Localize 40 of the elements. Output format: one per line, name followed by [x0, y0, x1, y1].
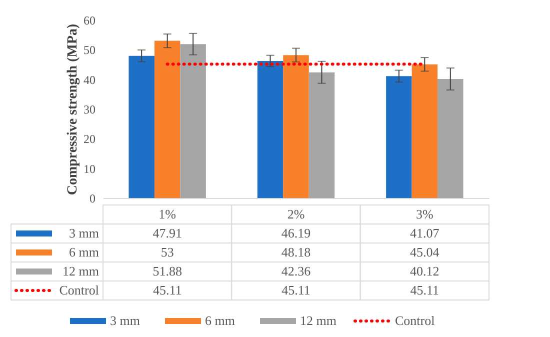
bar — [308, 72, 335, 198]
x-tick-label: 3% — [416, 206, 434, 222]
data-label: 40.12 — [410, 264, 440, 278]
text: 3 mm — [110, 313, 140, 328]
text: 6 mm — [205, 313, 235, 328]
y-axis-title: Compressive strength (MPa) — [66, 23, 80, 196]
bar — [154, 40, 180, 198]
bar — [180, 44, 206, 198]
bar — [128, 56, 154, 198]
text: Control — [395, 313, 435, 328]
y-tick-label: 20 — [84, 132, 96, 146]
y-tick-label: 10 — [84, 162, 96, 176]
data-label: 41.07 — [410, 226, 440, 240]
legend-label: 6 mm — [69, 244, 99, 260]
y-tick-label: 0 — [90, 192, 96, 206]
x-tick-label: 1% — [158, 206, 176, 222]
data-label: 53 — [160, 244, 174, 260]
bar — [438, 78, 464, 198]
data-label: 45.11 — [282, 282, 310, 298]
legend-label: Control — [59, 282, 100, 298]
bar — [283, 55, 309, 198]
y-tick-label: 40 — [84, 72, 96, 87]
legend-label: 12 mm — [62, 264, 99, 278]
y-tick-label: 60 — [84, 14, 96, 28]
data-label: 45.04 — [410, 244, 440, 260]
data-label: 45.11 — [410, 282, 440, 298]
bar — [412, 64, 438, 198]
y-tick-label: 50 — [84, 43, 96, 58]
legend-label: 3 mm — [69, 226, 99, 240]
data-label: 48.18 — [281, 244, 311, 260]
data-label: 45.11 — [152, 282, 182, 298]
data-label: 42.36 — [281, 264, 312, 278]
data-label: 46.19 — [281, 226, 311, 240]
x-tick-label: 2% — [287, 206, 305, 222]
bar — [257, 60, 284, 198]
y-tick-label: 30 — [84, 102, 96, 116]
data-label: 47.91 — [152, 226, 182, 240]
data-label: 51.88 — [152, 264, 182, 278]
bar — [386, 76, 412, 198]
text: 12 mm — [300, 313, 336, 328]
